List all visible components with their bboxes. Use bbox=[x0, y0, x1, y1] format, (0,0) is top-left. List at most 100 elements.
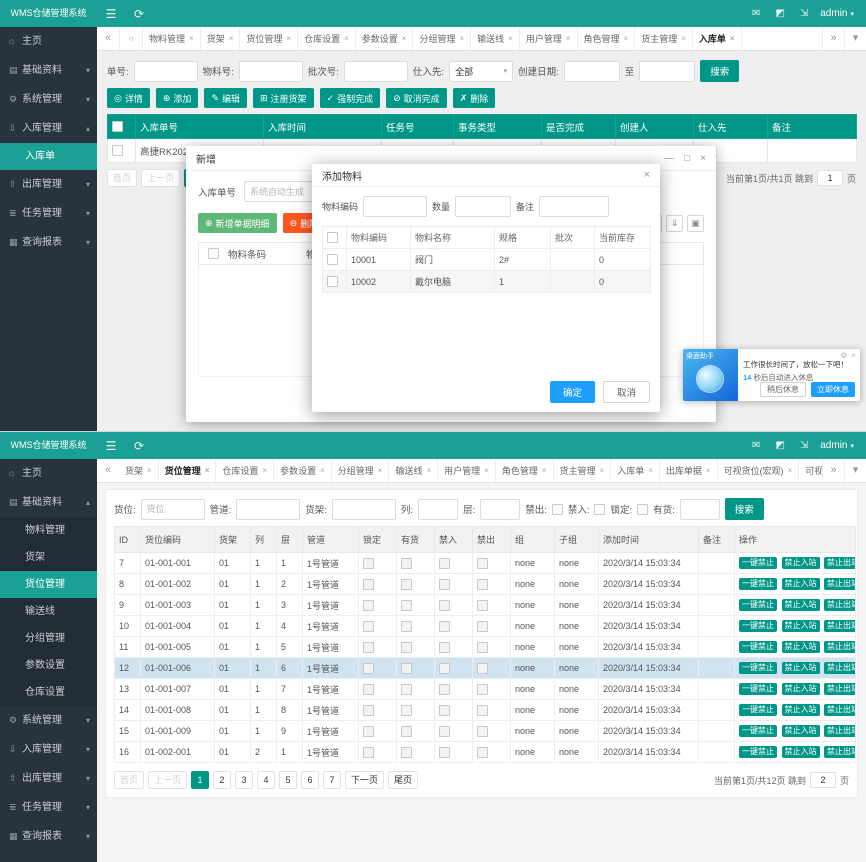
sidebar-item-report[interactable]: ▦ 查询报表 ▾ bbox=[0, 822, 97, 851]
minimize-icon[interactable]: — bbox=[664, 152, 675, 164]
sidebar-item-param[interactable]: 参数设置 bbox=[0, 652, 97, 679]
no-entry-checkbox[interactable] bbox=[439, 746, 450, 758]
column-header[interactable]: 仕入先 bbox=[693, 114, 768, 139]
has-stock-input[interactable] bbox=[679, 498, 720, 520]
select-all-checkbox[interactable] bbox=[112, 120, 123, 132]
has-stock-checkbox[interactable] bbox=[401, 599, 412, 611]
sidebar-item-inbound-order[interactable]: 入库单 bbox=[0, 143, 97, 170]
page-button[interactable]: 4 bbox=[257, 771, 276, 789]
page-button[interactable]: 1 bbox=[191, 771, 210, 789]
tab-close-icon[interactable]: × bbox=[541, 466, 547, 475]
disable-outbound-button[interactable]: 禁止出站 bbox=[824, 599, 855, 611]
tab-close-icon[interactable]: × bbox=[426, 466, 432, 475]
register-rack-button[interactable]: ⊞ 注册货架 bbox=[253, 88, 314, 108]
disable-outbound-button[interactable]: 禁止出站 bbox=[824, 704, 855, 716]
add-detail-button[interactable]: ⊕ 新增单据明细 bbox=[198, 213, 277, 233]
no-exit-checkbox[interactable] bbox=[477, 641, 488, 653]
tab-item[interactable]: 分组管理 × bbox=[413, 27, 472, 50]
tab-item[interactable]: 货架 × bbox=[201, 27, 241, 50]
tab-close-icon[interactable]: × bbox=[401, 34, 407, 43]
disable-all-button[interactable]: 一键禁止 bbox=[739, 578, 777, 590]
date-from-input[interactable] bbox=[563, 60, 620, 82]
select-all-checkbox[interactable] bbox=[208, 248, 219, 259]
no-exit-checkbox[interactable] bbox=[477, 683, 488, 695]
sidebar-item-outbound[interactable]: ⇧ 出库管理 ▾ bbox=[0, 764, 97, 793]
no-entry-checkbox[interactable] bbox=[439, 704, 450, 716]
message-icon[interactable]: ✉ bbox=[752, 8, 761, 19]
rest-later-button[interactable]: 稍后休息 bbox=[760, 382, 806, 397]
no-entry-checkbox[interactable] bbox=[439, 620, 450, 632]
confirm-button[interactable]: 确定 bbox=[549, 381, 595, 403]
tab-close-icon[interactable]: × bbox=[262, 466, 268, 475]
locked-checkbox[interactable] bbox=[363, 578, 374, 590]
has-stock-checkbox[interactable] bbox=[401, 557, 412, 569]
page-jump-input[interactable] bbox=[809, 772, 836, 788]
tab-close-icon[interactable]: × bbox=[623, 34, 629, 43]
column-header[interactable]: 备注 bbox=[767, 114, 857, 139]
disable-all-button[interactable]: 一键禁止 bbox=[739, 683, 777, 695]
edit-button[interactable]: ✎ 编辑 bbox=[204, 88, 247, 108]
tab-item[interactable]: 货主管理 × bbox=[635, 27, 693, 50]
refresh-icon[interactable]: ⟳ bbox=[133, 438, 145, 453]
tabs-scroll-right[interactable]: » bbox=[822, 459, 844, 482]
tabs-scroll-left[interactable]: « bbox=[104, 32, 112, 44]
no-exit-checkbox[interactable] bbox=[477, 578, 488, 590]
remark-input[interactable] bbox=[539, 196, 610, 217]
disable-all-button[interactable]: 一键禁止 bbox=[739, 704, 777, 716]
column-header[interactable]: 物料编码 bbox=[346, 226, 411, 249]
page-button[interactable]: 上一页 bbox=[141, 169, 181, 187]
add-button[interactable]: ⊕ 添加 bbox=[155, 88, 199, 108]
column-header[interactable]: 货位编码 bbox=[140, 526, 215, 553]
has-stock-checkbox[interactable] bbox=[401, 746, 412, 758]
tab-close-icon[interactable]: × bbox=[599, 466, 605, 475]
tab-close-icon[interactable]: × bbox=[286, 34, 292, 43]
column-header[interactable]: 入库时间 bbox=[263, 114, 382, 139]
disable-inbound-button[interactable]: 禁止入站 bbox=[781, 683, 820, 695]
column-header[interactable]: 禁入 bbox=[434, 526, 473, 553]
tab-item[interactable]: 仓库设置 × bbox=[216, 459, 275, 482]
has-stock-checkbox[interactable] bbox=[401, 662, 412, 674]
sidebar-item-warehouse[interactable]: 仓库设置 bbox=[0, 679, 97, 706]
disable-outbound-button[interactable]: 禁止出站 bbox=[824, 683, 855, 695]
column-header[interactable]: 当前库存 bbox=[594, 226, 651, 249]
column-header[interactable]: 操作 bbox=[734, 526, 856, 553]
layer-input[interactable] bbox=[480, 498, 521, 520]
locked-checkbox[interactable] bbox=[363, 662, 374, 674]
page-button[interactable]: 首页 bbox=[114, 771, 145, 789]
page-button[interactable]: 3 bbox=[235, 771, 254, 789]
material-code-input[interactable] bbox=[363, 196, 428, 217]
row-checkbox[interactable] bbox=[327, 254, 338, 266]
order-no-input[interactable] bbox=[133, 60, 198, 82]
has-stock-checkbox[interactable] bbox=[401, 641, 412, 653]
column-header[interactable]: ID bbox=[114, 526, 141, 553]
disable-outbound-button[interactable]: 禁止出站 bbox=[824, 620, 855, 632]
tab-item[interactable]: 出库单据 × bbox=[660, 459, 718, 482]
maximize-icon[interactable]: □ bbox=[684, 152, 691, 164]
tab-item[interactable]: 用户管理 × bbox=[520, 27, 578, 50]
disable-outbound-button[interactable]: 禁止出站 bbox=[824, 557, 855, 569]
no-exit-checkbox[interactable] bbox=[477, 557, 488, 569]
column-header[interactable]: 物料名称 bbox=[410, 226, 495, 249]
tab-item[interactable]: 角色管理 × bbox=[578, 27, 636, 50]
tab-item[interactable]: 入库单 × bbox=[693, 27, 742, 50]
column-header[interactable]: 是否完成 bbox=[541, 114, 616, 139]
tab-close-icon[interactable]: × bbox=[377, 466, 383, 475]
tab-item[interactable]: 分组管理 × bbox=[332, 459, 390, 482]
disable-inbound-button[interactable]: 禁止入站 bbox=[781, 578, 820, 590]
has-stock-checkbox[interactable] bbox=[401, 725, 412, 737]
column-header[interactable]: 管道 bbox=[302, 526, 359, 553]
tab-close-icon[interactable]: × bbox=[565, 34, 571, 43]
refresh-icon[interactable]: ⟳ bbox=[133, 6, 145, 21]
admin-menu[interactable]: admin ▾ bbox=[816, 440, 858, 451]
column-input[interactable] bbox=[418, 498, 459, 520]
table-row[interactable]: 15 01-001-009 01 1 9 1号管道 none bbox=[114, 720, 856, 742]
tab-item[interactable]: 入库单 × bbox=[611, 459, 660, 482]
locked-checkbox[interactable] bbox=[363, 599, 374, 611]
select-all-checkbox[interactable] bbox=[327, 232, 338, 244]
row-checkbox[interactable] bbox=[112, 144, 123, 156]
export-icon[interactable]: ⇓ bbox=[666, 214, 683, 232]
tabs-scroll-left[interactable]: « bbox=[104, 464, 112, 476]
sidebar-item-material[interactable]: 物料管理 bbox=[0, 517, 97, 544]
locked-checkbox[interactable] bbox=[363, 683, 374, 695]
menu-icon[interactable]: ☰ bbox=[105, 438, 117, 453]
